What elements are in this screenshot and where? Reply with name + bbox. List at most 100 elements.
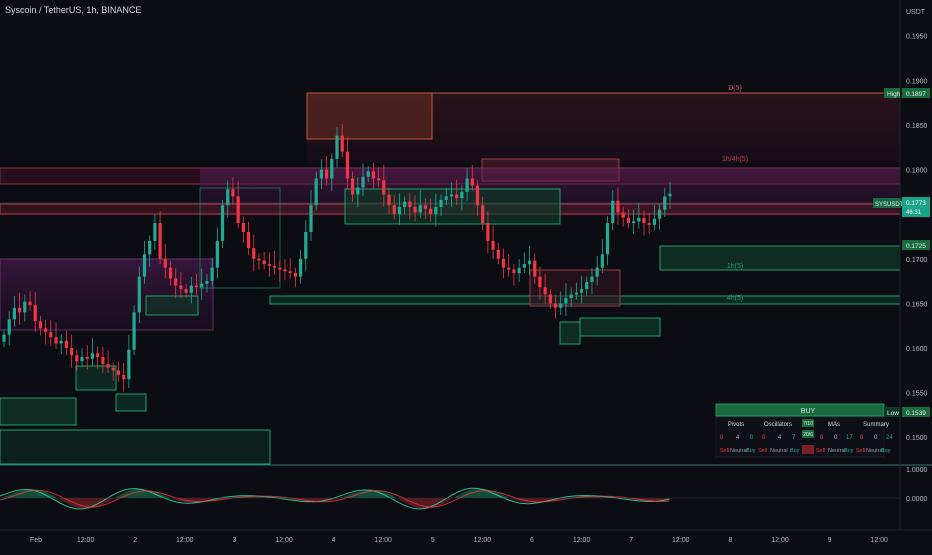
candle-body [268, 264, 271, 266]
candle-body [237, 196, 240, 223]
candle-body [424, 205, 427, 209]
time-tick-label: 3 [232, 537, 236, 544]
candle-body [325, 170, 328, 179]
time-tick-label: Feb [30, 537, 42, 544]
time-tick-label: 12:00 [275, 537, 293, 544]
oscillator-bar [40, 490, 42, 498]
candle-body [611, 201, 614, 223]
candle-body [642, 218, 645, 223]
candle-body [398, 207, 401, 214]
candle-body [164, 259, 167, 268]
candle-body [148, 241, 151, 254]
oscillator-bar [78, 498, 80, 508]
candle-body [226, 189, 229, 205]
candle-body [205, 281, 208, 284]
candle-body [559, 303, 562, 307]
candle-body [13, 308, 16, 320]
oscillator-bar [534, 498, 536, 503]
candle-body [596, 268, 599, 277]
candle-body [216, 241, 219, 268]
oscillator-bar [416, 498, 418, 508]
candle-body [70, 348, 73, 355]
candle-body [221, 205, 224, 241]
candle-body [309, 205, 312, 232]
price-tick-label: 0.1650 [906, 301, 928, 308]
candle-body [117, 370, 120, 374]
support-value: 0.1725 [906, 243, 926, 250]
summary-highlight-2: 20/6 [803, 432, 813, 438]
zone-label-d: D(5) [728, 85, 742, 92]
candle-body [179, 286, 182, 290]
candle-body [653, 219, 656, 225]
zone-support-box-deep [0, 430, 270, 464]
candle-body [299, 259, 302, 277]
oscillator-bar [96, 498, 98, 507]
candle-body [247, 232, 250, 248]
time-tick-label: 12:00 [474, 537, 492, 544]
oscillator-bar [24, 490, 26, 498]
oscillator-bar [52, 495, 54, 498]
candle-body [361, 177, 364, 188]
price-tick-label: 0.1850 [906, 123, 928, 130]
candle-body [158, 223, 161, 259]
summary-widget[interactable]: BUY Pivots Oscillators MAs Summary 7/10 … [716, 404, 893, 457]
candle-body [372, 171, 375, 178]
candle-body [86, 357, 89, 359]
candle-body [257, 259, 260, 261]
oscillator-bar [154, 492, 156, 498]
oscillator-bar [480, 489, 482, 498]
summary-foot-buy-2: Buy [790, 448, 800, 454]
candle-body [538, 277, 541, 288]
summary-row-mas-buy: 17 [846, 435, 853, 441]
time-tick-label: 12:00 [77, 537, 95, 544]
candle-body [195, 286, 198, 288]
candle-body [668, 194, 671, 197]
candle-body [648, 223, 651, 225]
oscillator-bar [364, 490, 366, 498]
candle-body [413, 207, 416, 212]
candle-body [393, 205, 396, 214]
oscillator-bar [22, 490, 24, 498]
candle-body [632, 221, 635, 223]
candle-body [601, 254, 604, 267]
time-tick-label: 12:00 [374, 537, 392, 544]
candle-body [460, 192, 463, 198]
zone-resistance-box-low [530, 270, 620, 306]
candle-body [403, 202, 406, 207]
candle-body [554, 303, 557, 307]
candle-body [590, 277, 593, 282]
candle-body [18, 308, 21, 312]
time-tick-label: 8 [728, 537, 732, 544]
oscillator-bar [20, 491, 22, 498]
candle-body [518, 268, 521, 273]
oscillator-bar [118, 495, 120, 498]
symbol-title[interactable]: Syscoin / TetherUS, 1h, BINANCE [5, 5, 141, 15]
candle-body [96, 353, 99, 357]
candle-body [242, 223, 245, 232]
oscillator-bar [474, 489, 476, 498]
current-value: 0.1773 [906, 200, 926, 207]
candle-body [39, 321, 42, 328]
candle-body [658, 210, 661, 219]
time-tick-label: 7 [629, 537, 633, 544]
candle-body [580, 289, 583, 293]
oscillator-bar [448, 498, 450, 501]
time-tick-label: 12:00 [573, 537, 591, 544]
oscillator-bar [84, 498, 86, 509]
zone-support-box-small [146, 296, 198, 315]
candle-body [512, 269, 515, 273]
countdown: 46:31 [906, 210, 922, 216]
candle-body [549, 294, 552, 303]
oscillator-bar [26, 489, 28, 498]
candle-body [616, 201, 619, 213]
candle-body [132, 312, 135, 349]
zone-support-box-left2 [116, 394, 146, 411]
zone-label-s1: 1h(5) [727, 263, 743, 270]
oscillator-bar [414, 498, 416, 507]
oscillator-bar [532, 498, 534, 503]
summary-col-oscillators: Oscillators [764, 422, 792, 428]
candle-body [320, 170, 323, 179]
candle-body [91, 353, 94, 358]
